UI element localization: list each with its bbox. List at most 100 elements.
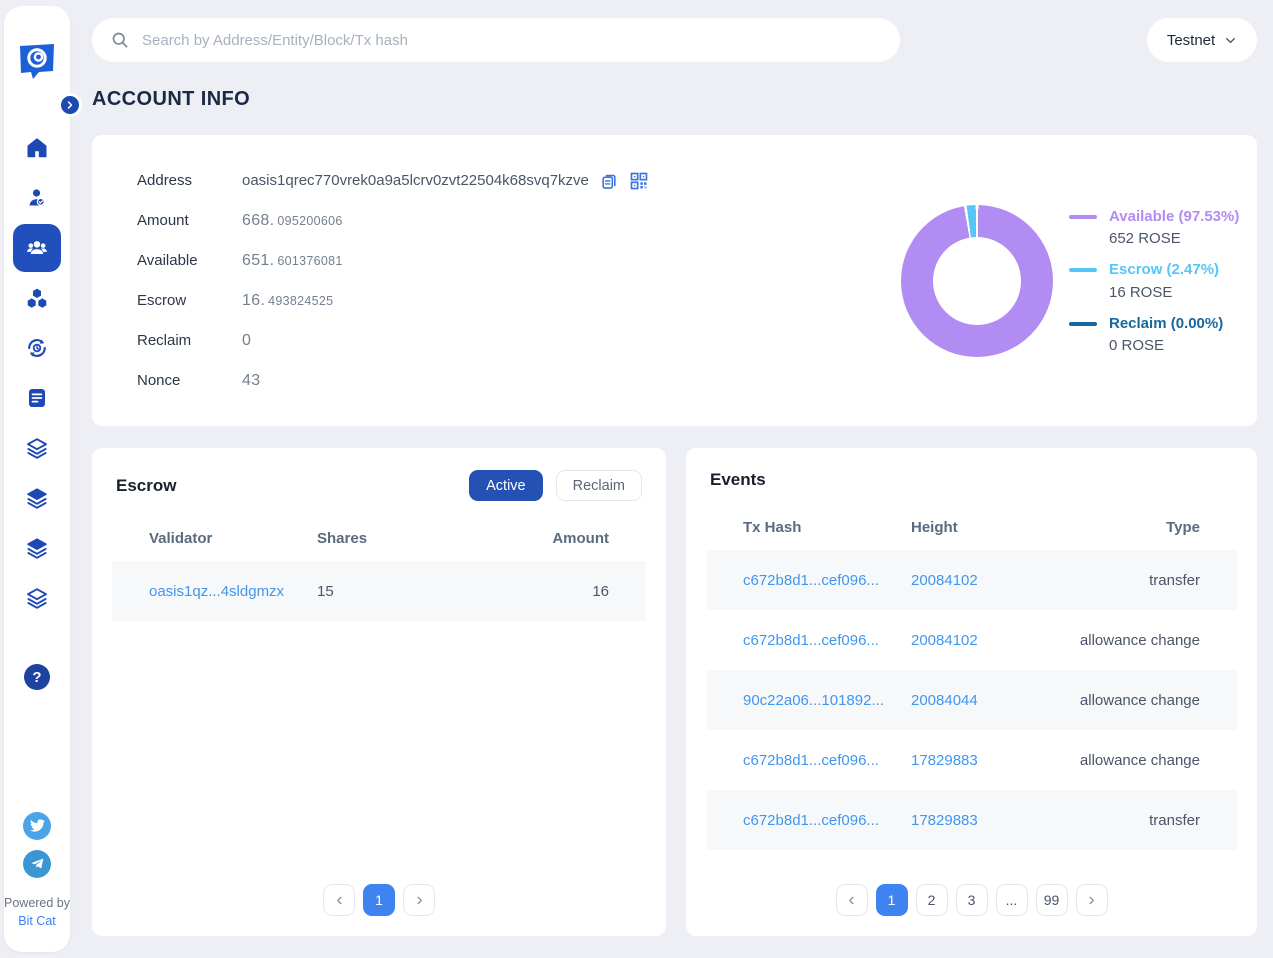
sidebar-footer: Powered by Bit Cat: [4, 811, 71, 952]
copy-icon: [602, 174, 616, 189]
available-label: Available: [137, 252, 198, 269]
event-type: allowance change: [1079, 751, 1200, 769]
escrow-card: Escrow Active Reclaim Validator Shares A…: [92, 448, 666, 936]
column-type: Type: [1166, 518, 1200, 536]
height-link[interactable]: 17829883: [911, 751, 978, 769]
home-icon: [27, 138, 47, 158]
tab-active[interactable]: Active: [469, 470, 543, 501]
events-pagination: 1 2 3 ... 99: [706, 870, 1237, 916]
telegram-icon: [31, 859, 43, 869]
events-pager-page-2[interactable]: 2: [915, 884, 948, 916]
telegram-link[interactable]: [23, 849, 51, 878]
blocks-icon: [27, 288, 47, 308]
events-pager-ellipsis[interactable]: ...: [995, 884, 1028, 916]
escrow-pager-page-1[interactable]: 1: [363, 884, 395, 916]
tx-hash-link[interactable]: 90c22a06...101892...: [743, 691, 884, 709]
events-table-row: 90c22a06...101892... 20084044 allowance …: [706, 670, 1237, 730]
amount-label: Amount: [137, 212, 189, 229]
events-pager-prev[interactable]: [835, 884, 868, 916]
tx-hash-link[interactable]: c672b8d1...cef096...: [743, 631, 879, 649]
chevron-down-icon: [1226, 37, 1236, 43]
bitcat-link[interactable]: Bit Cat: [18, 913, 56, 928]
legend-item-available: Available (97.53%) 652 ROSE: [1069, 207, 1241, 247]
escrow-tabs: Active Reclaim: [469, 470, 642, 501]
twitter-link[interactable]: [23, 811, 51, 840]
legend-amount-reclaim: 0 ROSE: [1109, 337, 1165, 355]
events-pager-page-3[interactable]: 3: [955, 884, 988, 916]
nonce-value: 43: [242, 371, 261, 389]
tx-hash-link[interactable]: c672b8d1...cef096...: [743, 811, 879, 829]
qrcode-icon: [630, 172, 648, 189]
copy-address-button[interactable]: [599, 171, 619, 191]
sidebar-item-paratime-4[interactable]: [25, 586, 49, 610]
sidebar-item-documents[interactable]: [25, 386, 49, 410]
column-tx-hash: Tx Hash: [743, 518, 802, 536]
legend-label-available: Available (97.53%): [1109, 207, 1240, 225]
network-label: Testnet: [1166, 31, 1216, 49]
tx-hash-link[interactable]: c672b8d1...cef096...: [743, 751, 879, 769]
page-title: ACCOUNT INFO: [92, 88, 251, 110]
balance-donut-chart: [901, 204, 1053, 357]
escrow-table-header: Validator Shares Amount: [112, 515, 646, 561]
sidebar-item-transactions[interactable]: [25, 336, 49, 360]
sidebar-item-paratime-3[interactable]: [25, 536, 49, 560]
sidebar: ? Powered by Bit Cat: [4, 6, 82, 952]
validator-link[interactable]: oasis1qz...4sldgmzx: [149, 582, 285, 600]
event-type: transfer: [1149, 571, 1200, 589]
amount-value: 16: [592, 582, 609, 600]
events-pager-page-1[interactable]: 1: [875, 884, 908, 916]
sidebar-item-validators[interactable]: [25, 186, 49, 210]
chevron-left-icon: [336, 896, 341, 904]
app-logo-icon: [20, 44, 54, 79]
chevron-right-icon: [1089, 896, 1094, 904]
address-label: Address: [137, 172, 193, 189]
search-input[interactable]: [140, 30, 882, 50]
shares-value: 15: [317, 582, 334, 600]
account-info-list: Address oasis1qrec770vrek0a9a5lcrv0zvt22…: [137, 159, 901, 402]
column-validator: Validator: [149, 529, 213, 547]
events-table-row: c672b8d1...cef096... 17829883 allowance …: [706, 730, 1237, 790]
sidebar-item-blocks[interactable]: [25, 286, 49, 310]
escrow-pager-next[interactable]: [403, 884, 435, 916]
sidebar-item-paratime-1[interactable]: [25, 436, 49, 460]
escrow-pager-prev[interactable]: [323, 884, 355, 916]
layers-icon: [27, 588, 47, 609]
chevron-right-icon: [67, 101, 73, 109]
tab-reclaim[interactable]: Reclaim: [555, 470, 642, 501]
sidebar-item-paratime-2[interactable]: [25, 486, 49, 510]
sidebar-item-home[interactable]: [25, 136, 49, 160]
help-icon: ?: [32, 668, 42, 686]
legend-label-reclaim: Reclaim (0.00%): [1109, 314, 1224, 332]
sidebar-item-accounts[interactable]: [13, 224, 61, 272]
sidebar-nav: [13, 136, 61, 610]
powered-by-label: Powered by: [4, 895, 71, 910]
tx-hash-link[interactable]: c672b8d1...cef096...: [743, 571, 879, 589]
account-reclaim-row: Reclaim 0: [137, 321, 901, 361]
height-link[interactable]: 20084102: [911, 571, 978, 589]
account-escrow-row: Escrow 16. 493824525: [137, 291, 334, 310]
height-link[interactable]: 20084102: [911, 631, 978, 649]
network-selector[interactable]: Testnet: [1147, 18, 1257, 62]
escrow-value: 16.: [242, 291, 266, 309]
events-pager-next[interactable]: [1075, 884, 1108, 916]
reclaim-value: 0: [242, 331, 252, 349]
search-bar: [92, 18, 900, 62]
height-link[interactable]: 20084044: [911, 691, 978, 709]
height-link[interactable]: 17829883: [911, 811, 978, 829]
sidebar-toggle-button[interactable]: [58, 93, 82, 117]
event-type: allowance change: [1079, 691, 1200, 709]
nonce-label: Nonce: [137, 372, 181, 389]
account-amount-row: Amount 668. 095200606: [137, 211, 343, 230]
account-available-row: Available 651. 601376081: [137, 251, 343, 270]
transactions-icon: [28, 339, 46, 357]
twitter-icon: [29, 819, 45, 832]
chart-legend: Available (97.53%) 652 ROSE Escrow (2.47…: [1069, 207, 1241, 355]
layers-icon: [27, 488, 47, 509]
app-logo[interactable]: [15, 38, 59, 82]
legend-marker-reclaim: [1069, 321, 1097, 326]
qrcode-button[interactable]: [629, 171, 649, 191]
help-button[interactable]: ?: [24, 664, 50, 690]
events-pager-page-99[interactable]: 99: [1035, 884, 1068, 916]
events-table-row: c672b8d1...cef096... 20084102 allowance …: [706, 610, 1237, 670]
chevron-right-icon: [417, 896, 422, 904]
